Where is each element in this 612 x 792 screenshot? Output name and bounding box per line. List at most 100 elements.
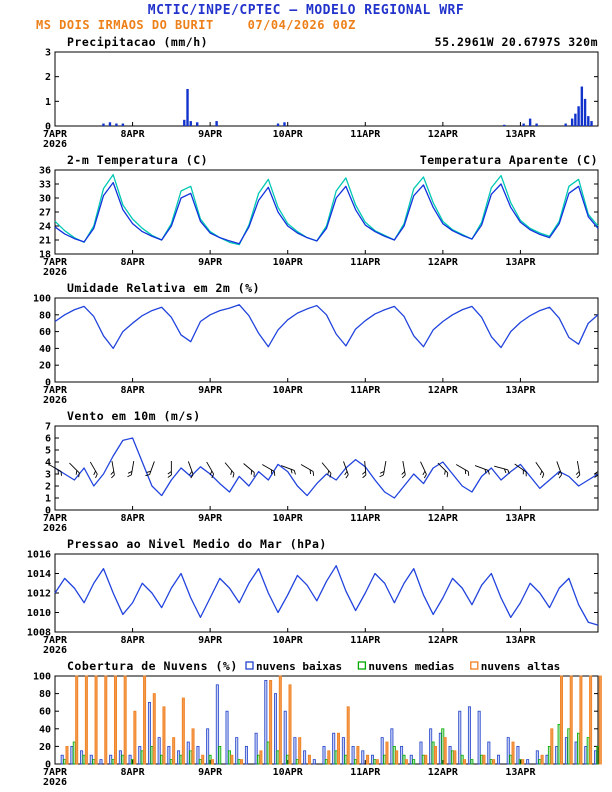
svg-text:nuvens altas: nuvens altas bbox=[481, 660, 560, 673]
svg-text:Vento em 10m (m/s): Vento em 10m (m/s) bbox=[67, 409, 201, 423]
svg-text:Temperatura Aparente (C): Temperatura Aparente (C) bbox=[420, 153, 598, 167]
svg-text:20: 20 bbox=[39, 361, 51, 372]
svg-text:2: 2 bbox=[45, 482, 51, 493]
svg-text:13APR: 13APR bbox=[505, 257, 536, 268]
svg-text:9APR: 9APR bbox=[198, 635, 223, 646]
svg-text:12APR: 12APR bbox=[428, 129, 459, 140]
svg-text:2026: 2026 bbox=[43, 395, 67, 406]
svg-text:1014: 1014 bbox=[27, 569, 51, 580]
svg-text:5: 5 bbox=[45, 446, 51, 457]
svg-text:8APR: 8APR bbox=[121, 129, 146, 140]
panel-cloud-cover: 0 20 40 60 80 100 7APR 2026 8APR 9APR 10APR 11APR 12… bbox=[0, 658, 612, 790]
svg-text:10APR: 10APR bbox=[273, 385, 304, 396]
svg-text:2026: 2026 bbox=[43, 139, 67, 150]
svg-text:36: 36 bbox=[39, 166, 51, 177]
svg-text:0: 0 bbox=[45, 506, 51, 517]
svg-text:8APR: 8APR bbox=[121, 513, 146, 524]
panel-temperature: 18 21 24 27 30 33 36 7APR 2026 8APR 9APR 10APR 11APR… bbox=[0, 152, 612, 280]
svg-text:10APR: 10APR bbox=[273, 767, 304, 778]
svg-text:9APR: 9APR bbox=[198, 129, 223, 140]
svg-text:1016: 1016 bbox=[27, 550, 51, 561]
svg-text:60: 60 bbox=[39, 327, 51, 338]
svg-text:Precipitacao (mm/h): Precipitacao (mm/h) bbox=[67, 35, 208, 49]
panel-wind: 0 1 2 3 4 5 6 7 7APR 2026 8APR 9APR 10APR 11APR 12APR 1… bbox=[0, 408, 612, 536]
svg-text:9APR: 9APR bbox=[198, 767, 223, 778]
svg-text:10APR: 10APR bbox=[273, 257, 304, 268]
svg-text:1010: 1010 bbox=[27, 608, 51, 619]
svg-text:80: 80 bbox=[39, 689, 51, 700]
svg-text:12APR: 12APR bbox=[428, 385, 459, 396]
svg-text:nuvens medias: nuvens medias bbox=[368, 660, 454, 673]
svg-text:nuvens baixas: nuvens baixas bbox=[256, 660, 342, 673]
svg-text:2-m Temperatura (C): 2-m Temperatura (C) bbox=[67, 153, 208, 167]
panel-precipitation: 0 1 2 3 7APR 2026 8APR 9APR 10APR 11APR 12APR 13APR… bbox=[0, 34, 612, 152]
svg-text:13APR: 13APR bbox=[505, 513, 536, 524]
svg-text:11APR: 11APR bbox=[350, 635, 381, 646]
svg-text:1: 1 bbox=[45, 97, 51, 108]
svg-text:7: 7 bbox=[45, 422, 51, 433]
svg-text:60: 60 bbox=[39, 707, 51, 718]
svg-text:40: 40 bbox=[39, 724, 51, 735]
panel-pressure: 1008 1010 1012 1014 1016 7APR 2026 8APR 9APR 10AP… bbox=[0, 536, 612, 658]
svg-text:24: 24 bbox=[39, 222, 51, 233]
svg-text:8APR: 8APR bbox=[121, 767, 146, 778]
svg-text:20: 20 bbox=[39, 742, 51, 753]
svg-text:11APR: 11APR bbox=[350, 257, 381, 268]
svg-text:8APR: 8APR bbox=[121, 635, 146, 646]
svg-text:8APR: 8APR bbox=[121, 385, 146, 396]
svg-text:11APR: 11APR bbox=[350, 767, 381, 778]
svg-text:9APR: 9APR bbox=[198, 513, 223, 524]
svg-text:40: 40 bbox=[39, 344, 51, 355]
svg-text:7APR: 7APR bbox=[43, 767, 68, 778]
svg-text:1008: 1008 bbox=[27, 628, 51, 639]
svg-text:7APR: 7APR bbox=[43, 513, 68, 524]
svg-text:Cobertura de Nuvens (%): Cobertura de Nuvens (%) bbox=[67, 659, 238, 673]
svg-text:12APR: 12APR bbox=[428, 767, 459, 778]
svg-text:2026: 2026 bbox=[43, 645, 67, 656]
svg-text:10APR: 10APR bbox=[273, 635, 304, 646]
svg-text:8APR: 8APR bbox=[121, 257, 146, 268]
svg-text:7APR: 7APR bbox=[43, 129, 68, 140]
svg-text:80: 80 bbox=[39, 310, 51, 321]
svg-text:2026: 2026 bbox=[43, 523, 67, 534]
svg-text:33: 33 bbox=[39, 180, 51, 191]
svg-text:0: 0 bbox=[45, 760, 51, 771]
svg-text:0: 0 bbox=[45, 378, 51, 389]
svg-text:55.2961W 20.6797S 320m: 55.2961W 20.6797S 320m bbox=[435, 35, 598, 49]
svg-text:0: 0 bbox=[45, 122, 51, 133]
svg-text:11APR: 11APR bbox=[350, 385, 381, 396]
svg-text:11APR: 11APR bbox=[350, 129, 381, 140]
svg-text:7APR: 7APR bbox=[43, 257, 68, 268]
svg-text:100: 100 bbox=[33, 294, 51, 305]
station-name: MS DOIS IRMAOS DO BURIT bbox=[36, 18, 214, 32]
svg-text:13APR: 13APR bbox=[505, 767, 536, 778]
svg-text:2: 2 bbox=[45, 72, 51, 83]
report-subtitle: MS DOIS IRMAOS DO BURIT 07/04/2026 00Z bbox=[0, 18, 612, 32]
svg-text:100: 100 bbox=[33, 672, 51, 683]
svg-text:12APR: 12APR bbox=[428, 257, 459, 268]
svg-text:9APR: 9APR bbox=[198, 385, 223, 396]
svg-text:4: 4 bbox=[45, 458, 51, 469]
svg-text:2026: 2026 bbox=[43, 267, 67, 278]
svg-text:10APR: 10APR bbox=[273, 129, 304, 140]
svg-text:12APR: 12APR bbox=[428, 635, 459, 646]
run-datetime: 07/04/2026 00Z bbox=[247, 18, 356, 32]
svg-text:9APR: 9APR bbox=[198, 257, 223, 268]
report-title: MCTIC/INPE/CPTEC — MODELO REGIONAL WRF bbox=[147, 3, 465, 18]
panel-humidity: 0 20 40 60 80 100 7APR 2026 8APR 9APR 10APR 11APR 12… bbox=[0, 280, 612, 408]
header: MCTIC/INPE/CPTEC — MODELO REGIONAL WRF M… bbox=[0, 0, 612, 34]
svg-text:13APR: 13APR bbox=[505, 385, 536, 396]
svg-text:6: 6 bbox=[45, 434, 51, 445]
svg-text:18: 18 bbox=[39, 250, 51, 261]
svg-text:7APR: 7APR bbox=[43, 635, 68, 646]
svg-text:21: 21 bbox=[39, 236, 51, 247]
svg-text:13APR: 13APR bbox=[505, 129, 536, 140]
svg-text:10APR: 10APR bbox=[273, 513, 304, 524]
svg-text:11APR: 11APR bbox=[350, 513, 381, 524]
svg-text:1012: 1012 bbox=[27, 589, 51, 600]
svg-text:30: 30 bbox=[39, 194, 51, 205]
